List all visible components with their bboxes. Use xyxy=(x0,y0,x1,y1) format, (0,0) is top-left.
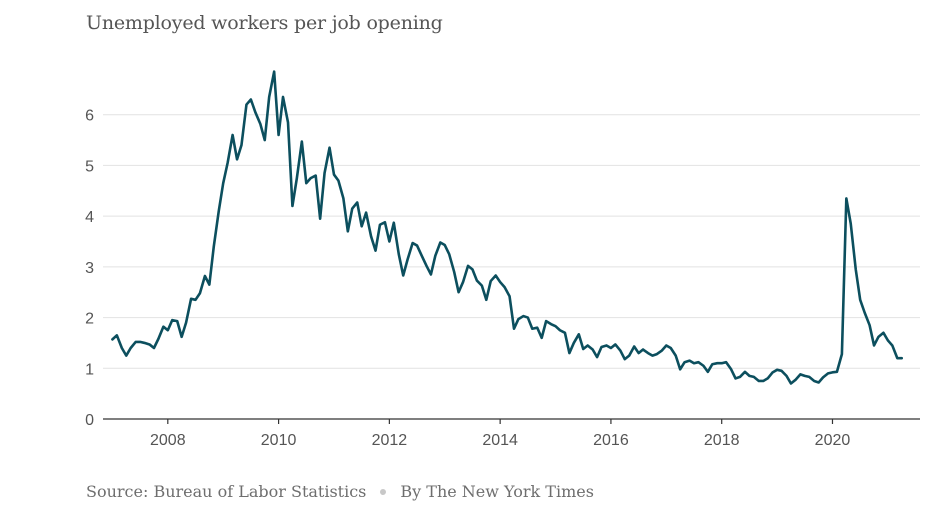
byline: By The New York Times xyxy=(400,482,594,501)
y-tick-label: 0 xyxy=(85,412,94,429)
source-note: Source: Bureau of Labor Statistics xyxy=(86,482,367,501)
x-tick-label: 2016 xyxy=(593,432,629,449)
x-tick-label: 2020 xyxy=(815,432,851,449)
x-tick-label: 2014 xyxy=(482,432,518,449)
y-tick-label: 3 xyxy=(85,260,94,277)
axis: 0 1 2 3 4 5 6 2008 2010 2012 2014 2016 2018 2020 xyxy=(85,108,920,449)
x-tick-label: 2008 xyxy=(150,432,186,449)
y-tick-label: 4 xyxy=(85,209,94,226)
y-tick-label: 5 xyxy=(85,158,94,175)
chart-title: Unemployed workers per job opening xyxy=(86,12,443,34)
series-layer xyxy=(111,70,904,385)
x-tick-label: 2018 xyxy=(704,432,740,449)
series-line-0 xyxy=(111,70,904,385)
grid-lines xyxy=(103,114,920,369)
x-tick-label: 2012 xyxy=(372,432,408,449)
footer: Source: Bureau of Labor Statistics By Th… xyxy=(86,482,594,501)
y-tick-label: 1 xyxy=(85,361,94,378)
separator-dot xyxy=(380,488,387,495)
x-tick-label: 2010 xyxy=(261,432,297,449)
y-tick-label: 6 xyxy=(85,108,94,125)
y-tick-label: 2 xyxy=(85,311,94,328)
